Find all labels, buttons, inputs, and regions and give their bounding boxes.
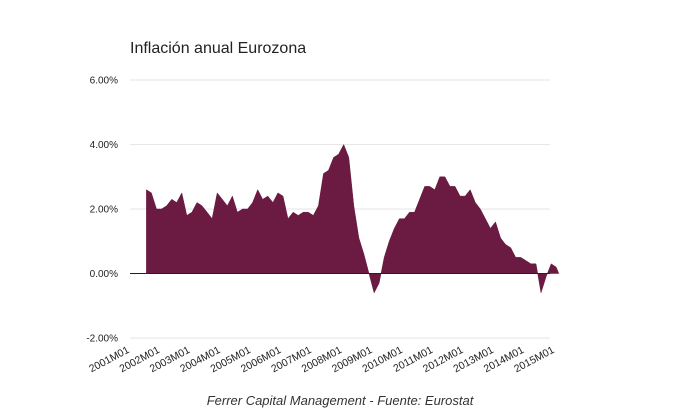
y-axis: 6.00% 4.00% 2.00% 0.00% -2.00%: [86, 76, 118, 345]
y-tick-label: 2.00%: [90, 205, 118, 216]
source-caption: Ferrer Capital Management - Fuente: Euro…: [206, 393, 474, 408]
y-tick-label: 6.00%: [90, 76, 118, 87]
y-tick-label: 4.00%: [90, 140, 118, 151]
y-tick-label: -2.00%: [86, 334, 118, 345]
x-axis: 2001M012002M012003M012004M012005M012006M…: [87, 344, 556, 375]
plot-area: [146, 143, 560, 294]
chart-title: Inflación anual Eurozona: [130, 40, 307, 57]
series-area: [146, 143, 560, 294]
y-tick-label: 0.00%: [90, 269, 118, 280]
